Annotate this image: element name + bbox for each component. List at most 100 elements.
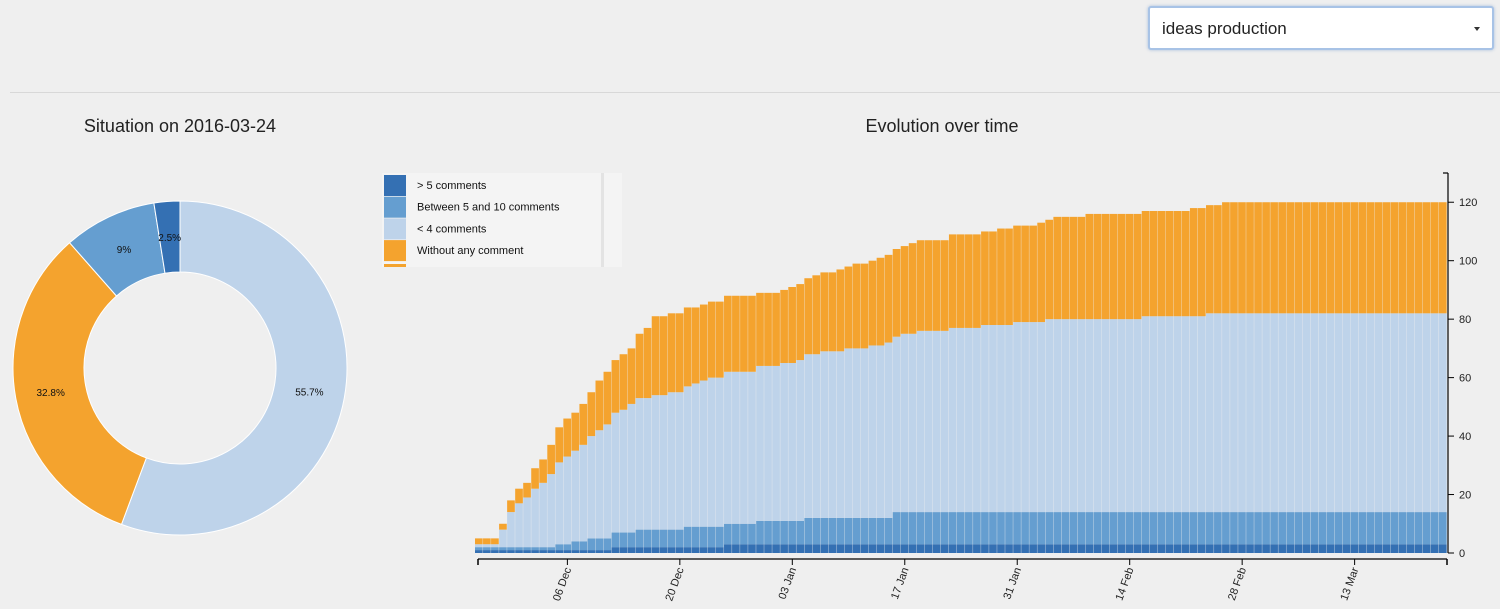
stacked-bar-segment — [715, 547, 724, 553]
metric-select[interactable]: ideas production — [1148, 6, 1494, 50]
stacked-bar-segment — [828, 517, 837, 545]
stacked-bar-segment — [1398, 202, 1407, 314]
stacked-bar-segment — [547, 474, 555, 548]
x-tick-label: 28 Feb — [1226, 566, 1249, 602]
stacked-bar-segment — [715, 301, 724, 378]
stacked-bar-segment — [876, 544, 885, 553]
stacked-bar-segment — [1286, 313, 1295, 513]
stacked-bar-segment — [780, 544, 788, 553]
stacked-bar-segment — [579, 444, 588, 542]
stacked-bar-segment — [1254, 544, 1262, 553]
stacked-bar-segment — [860, 517, 869, 545]
stacked-bar-segment — [699, 547, 708, 553]
stacked-bar-segment — [659, 395, 668, 530]
stacked-bar-segment — [860, 263, 869, 349]
stacked-bar-segment — [1214, 512, 1222, 545]
stacked-bar-segment — [820, 272, 829, 352]
stacked-bar-segment — [707, 526, 716, 548]
stacked-bar-segment — [1077, 512, 1086, 545]
stacked-bar-segment — [499, 547, 507, 551]
stacked-bar-segment — [1157, 512, 1166, 545]
stacked-bar-segment — [956, 327, 965, 513]
stacked-bar-segment — [1342, 512, 1351, 545]
legend-swatch — [384, 175, 406, 196]
stacked-bar-segment — [563, 544, 572, 551]
stacked-bar-segment — [1438, 544, 1447, 553]
stacked-bar-segment — [507, 512, 515, 548]
stacked-bar-segment — [1222, 313, 1230, 513]
stacked-bar-segment — [1238, 544, 1246, 553]
metric-select-value: ideas production — [1162, 19, 1287, 38]
stacked-bar-segment — [1390, 544, 1399, 553]
pie-slice — [120, 200, 348, 536]
stacked-bar-segment — [1093, 213, 1102, 320]
stacked-bar-segment — [1350, 544, 1359, 553]
stacked-bar-segment — [627, 403, 636, 533]
stacked-bar-segment — [587, 538, 596, 551]
stacked-bar-segment — [900, 544, 909, 553]
stacked-bar-segment — [1350, 512, 1359, 545]
stacked-bar-segment — [989, 325, 997, 513]
stacked-bar-segment — [579, 403, 588, 445]
stacked-bar-segment — [1181, 512, 1190, 545]
stacked-bar-segment — [699, 380, 708, 527]
stacked-bar-segment — [1069, 319, 1078, 513]
stacked-bar-segment — [563, 550, 572, 553]
stacked-bar-segment — [1173, 316, 1182, 513]
stacked-bar-segment — [852, 263, 861, 349]
stacked-bar-segment — [707, 547, 716, 553]
stacked-bar-segment — [1326, 512, 1335, 545]
stacked-bar-segment — [981, 231, 989, 325]
stacked-bar-segment — [1109, 213, 1118, 320]
stacked-bar-segment — [1045, 512, 1054, 545]
stacked-bar-segment — [852, 517, 861, 545]
stacked-bar-segment — [1254, 512, 1262, 545]
stacked-bar-segment — [940, 512, 949, 545]
stacked-bar-segment — [1189, 316, 1198, 513]
stacked-bar-segment — [1101, 544, 1110, 553]
stacked-bar-segment — [1173, 512, 1182, 545]
stacked-bar-segment — [997, 512, 1005, 545]
stacked-bar-segment — [555, 462, 564, 545]
stacked-bar-segment — [1061, 512, 1070, 545]
stacked-bar-segment — [1438, 202, 1447, 314]
stacked-bar-segment — [523, 497, 531, 548]
stacked-bar-segment — [475, 547, 483, 551]
stacked-bar-segment — [531, 547, 539, 551]
stacked-bar-segment — [1414, 544, 1423, 553]
stacked-bar-segment — [732, 371, 740, 524]
stacked-bar-segment — [764, 292, 772, 366]
stacked-bar-segment — [989, 231, 997, 325]
stacked-bar-segment — [860, 348, 869, 518]
stacked-bar-segment — [788, 287, 796, 363]
stacked-bar-segment — [748, 523, 756, 545]
stacked-bar-segment — [531, 468, 539, 489]
stacked-bar-segment — [1230, 313, 1238, 513]
stacked-bar-segment — [1302, 512, 1311, 545]
stacked-bar-segment — [675, 547, 684, 553]
stacked-bar-segment — [659, 547, 668, 553]
stacked-bar-segment — [1222, 202, 1230, 314]
stacked-bar-segment — [603, 550, 612, 553]
stacked-bar-segment — [868, 260, 877, 346]
stacked-bar-segment — [1238, 202, 1246, 314]
stacked-bar-segment — [1157, 211, 1166, 317]
stacked-bar-segment — [836, 269, 845, 352]
stacked-bar-segment — [1334, 544, 1343, 553]
legend-swatch — [384, 218, 406, 240]
stacked-bar-segment — [916, 544, 925, 553]
stacked-bar-segment — [740, 544, 748, 553]
stacked-bar-segment — [1101, 319, 1110, 513]
stacked-bar-segment — [1342, 544, 1351, 553]
stacked-bar-segment — [1037, 322, 1045, 513]
stacked-bar-segment — [1149, 316, 1158, 513]
stacked-bar-segment — [876, 257, 885, 346]
stacked-bar-segment — [1165, 316, 1174, 513]
stacked-bar-segment — [1278, 202, 1286, 314]
stacked-bar-segment — [876, 517, 885, 545]
stacked-bar-segment — [483, 544, 491, 548]
stacked-bar-segment — [1342, 313, 1351, 513]
stacked-bar-segment — [1053, 544, 1062, 553]
stacked-bar-segment — [1406, 202, 1415, 314]
